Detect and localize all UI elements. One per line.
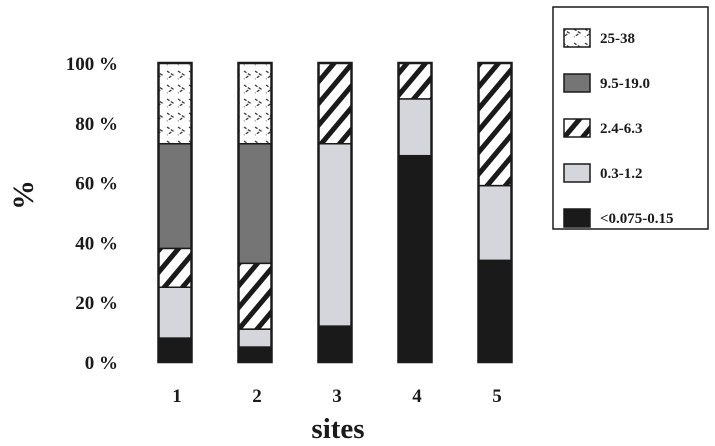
bar-segment-site-3-0-3-1-2	[317, 142, 353, 327]
bar-outline-site-2	[237, 61, 273, 364]
bar-outline-site-1	[157, 61, 193, 364]
bar-outline-site-5	[477, 61, 513, 364]
bar-segment-site-1-25-38	[157, 62, 193, 145]
y-tick-label: 0 %	[85, 353, 118, 374]
x-tick-label: 4	[412, 386, 422, 407]
bars	[157, 61, 513, 364]
bar-segment-site-1-0-3-1-2	[157, 286, 193, 339]
bar-segment-site-5-0-3-1-2	[477, 184, 513, 262]
bar-segment-site-4-2-4-6-3	[397, 62, 433, 100]
bar-segment-site-2-0-075-0-15	[237, 346, 273, 363]
bar-segment-site-1-0-075-0-15	[157, 337, 193, 363]
y-tick-label: 40 %	[75, 233, 118, 254]
x-tick-label: 5	[492, 386, 502, 407]
legend-swatch-0-3-1-2	[563, 163, 591, 183]
legend-swatch-9-5-19-0	[563, 73, 591, 93]
legend-swatch-25-38	[563, 28, 591, 48]
x-axis-ticks: 1 2 3 4 5	[172, 386, 502, 407]
bar-segment-site-4-0-075-0-15	[397, 154, 433, 363]
bar-segment-site-2-9-5-19-0	[237, 142, 273, 265]
x-tick-label: 1	[172, 386, 182, 407]
legend-label-25-38: 25-38	[600, 31, 635, 47]
legend-label-2-4-6-3: 2.4-6.3	[600, 121, 643, 137]
bar-outline-site-4	[397, 61, 433, 364]
bar-segment-site-2-25-38	[237, 62, 273, 145]
y-tick-label: 20 %	[75, 293, 118, 314]
bar-segment-site-5-2-4-6-3	[477, 62, 513, 187]
x-axis-title: sites	[311, 413, 364, 445]
y-tick-label: 60 %	[75, 174, 118, 195]
bar-segment-site-5-0-075-0-15	[477, 259, 513, 363]
bar-segment-site-1-2-4-6-3	[157, 247, 193, 289]
y-tick-label: 80 %	[75, 114, 118, 135]
bar-outline-site-3	[317, 61, 353, 364]
legend-label-0-075-0-15: <0.075-0.15	[600, 211, 674, 227]
y-tick-label: 100 %	[66, 54, 118, 75]
y-axis-ticks: 0 % 20 % 40 % 60 % 80 % 100 %	[66, 54, 118, 374]
bar-segment-site-1-9-5-19-0	[157, 142, 193, 250]
legend-swatch-2-4-6-3	[563, 118, 591, 138]
legend-label-9-5-19-0: 9.5-19.0	[600, 76, 650, 92]
legend: 25-38 9.5-19.0 2.4-6.3 0.3-1.2 <0.075-0.15	[552, 6, 709, 230]
x-tick-label: 3	[332, 386, 342, 407]
x-tick-label: 2	[252, 386, 262, 407]
y-axis-title: %	[7, 180, 40, 210]
legend-label-0-3-1-2: 0.3-1.2	[600, 166, 643, 182]
bar-segment-site-3-2-4-6-3	[317, 62, 353, 145]
bar-segment-site-2-2-4-6-3	[237, 262, 273, 330]
bar-segment-site-3-0-075-0-15	[317, 325, 353, 363]
legend-swatch-0-075-0-15	[563, 208, 591, 228]
bar-segment-site-4-0-3-1-2	[397, 98, 433, 157]
bar-segment-site-2-0-3-1-2	[237, 328, 273, 348]
